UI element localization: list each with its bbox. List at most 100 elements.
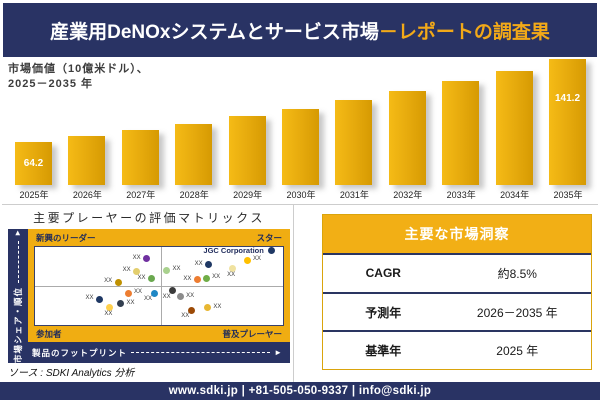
bar-2027年 [121, 130, 159, 185]
matrix-plot-area: XX XX XX XX XX XX XX XX JGC Corporation XX XX XX XX X… [34, 246, 284, 326]
page-title-accent: －レポートの調査果 [378, 21, 550, 43]
dot-marker [193, 276, 201, 284]
dot-label: XX [104, 311, 113, 318]
horizontal-divider [2, 204, 598, 205]
header-banner: 産業用DeNOxシステムとサービス市場 －レポートの調査果 [3, 3, 597, 57]
bar-chart-x-axis: 2025年 2026年 2027年 2028年 2029年 2030年 2031年 2032年… [0, 188, 600, 202]
insights-title: 主要な市場洞察 [323, 215, 591, 253]
matrix-x-axis: 製品のフットプリント ► [28, 342, 290, 363]
dot-label: XX [212, 274, 221, 281]
dot-marker [205, 261, 213, 269]
table-row: 基準年 2025 年 [323, 330, 591, 370]
matrix-body: 新興のリーダー スター XX XX XX XX XX XX XX XX JGC Corporat… [28, 229, 290, 363]
bar-2029年 [228, 116, 266, 185]
dot-label: XX [85, 295, 94, 302]
dot-label: XX [183, 275, 192, 282]
dot-marker [117, 300, 125, 308]
bar-2034年 [495, 71, 533, 185]
row-label-cagr: CAGR [365, 266, 401, 281]
dot-marker [228, 264, 236, 272]
x-tick-label: 2035年 [553, 190, 583, 200]
quadrant-vertical-line [161, 247, 163, 325]
row-label-forecast-years: 予測年 [365, 305, 402, 320]
chart-caption-line2: 2025－2035 年 [8, 78, 93, 90]
dot-marker [202, 274, 210, 282]
page-title: 産業用DeNOxシステムとサービス市場 [50, 21, 379, 43]
bar-2028年 [175, 124, 213, 185]
row-value-base-year: 2025 年 [496, 344, 539, 359]
dot-marker [169, 287, 177, 295]
row-value-forecast-years: 2026－2035 年 [476, 305, 558, 320]
bar-chart: 64.2 141.2 [0, 59, 600, 185]
matrix-top-band: 新興のリーダー スター [28, 229, 290, 246]
table-row: 予測年 2026－2035 年 [323, 291, 591, 331]
dot-marker [187, 306, 195, 314]
dot-label: XX [194, 260, 203, 267]
right-arrow-icon: ► [274, 347, 282, 357]
y-axis-dashed-line [17, 240, 19, 283]
quadrant-horizontal-line [35, 286, 283, 288]
quadrant-label-emerging-leaders: 新興のリーダー [36, 232, 96, 243]
dot-marker [105, 303, 113, 311]
dot-marker [176, 293, 184, 301]
dot-marker [148, 275, 156, 283]
matrix-title: 主要プレーヤーの評価マトリックス [33, 211, 265, 225]
insights-table: 主要な市場洞察 CAGR 約8.5% 予測年 2026－2035 年 基準年 2… [322, 214, 592, 370]
x-tick-label: 2030年 [286, 190, 316, 200]
dot-label: XX [144, 296, 153, 303]
dot-label: XX [213, 303, 222, 310]
x-axis-label: 製品のフットプリント [32, 347, 128, 358]
x-tick-label: 2027年 [126, 190, 156, 200]
x-axis-dashed-line [131, 352, 271, 353]
up-arrow-icon: ► [13, 229, 22, 237]
dot-label: XX [227, 272, 236, 279]
dot-marker [124, 289, 132, 297]
dot-label: XX [181, 313, 190, 320]
source-note: ソース : SDKI Analytics 分析 [8, 368, 135, 379]
x-tick-label: 2026年 [72, 190, 102, 200]
y-axis-label: 市場シェア・順位 [13, 286, 23, 363]
table-row: CAGR 約8.5% [323, 253, 591, 292]
dot-label: XX [162, 293, 171, 300]
dot-marker [143, 255, 151, 263]
dot-label: XX [126, 299, 135, 306]
dot-marker [95, 295, 103, 303]
dot-marker [133, 267, 141, 275]
bar-2035年: 141.2 [549, 59, 586, 185]
x-tick-label: 2032年 [393, 190, 423, 200]
quadrant-label-participants: 参加者 [36, 329, 62, 339]
dot-label: XX [132, 254, 141, 261]
dot-label: XX [253, 256, 262, 263]
row-label-base-year: 基準年 [365, 344, 402, 359]
bar-value-label: 64.2 [23, 158, 44, 169]
x-tick-label: 2031年 [339, 190, 369, 200]
x-tick-label: 2028年 [179, 190, 209, 200]
dot-marker [243, 256, 251, 264]
dot-label: XX [122, 267, 131, 274]
bar-2033年 [442, 81, 480, 185]
bar-2025年: 64.2 [15, 142, 52, 185]
bar-2030年 [282, 109, 319, 185]
dot-label: XX [186, 292, 195, 299]
bar-2026年 [68, 136, 106, 185]
dot-label: XX [134, 289, 143, 296]
dot-label: XX [172, 266, 181, 272]
footer-contact-bar: www.sdki.jp | +81-505-050-9337 | info@sd… [0, 382, 600, 400]
vertical-divider [293, 204, 294, 382]
bar-2032年 [388, 91, 426, 185]
matrix-y-axis: 市場シェア・順位 ► [8, 229, 28, 363]
quadrant-label-star: スター [256, 232, 282, 243]
dot-label: XX [137, 274, 146, 281]
bar-value-label: 141.2 [554, 93, 581, 104]
evaluation-matrix: 市場シェア・順位 ► 新興のリーダー スター XX XX XX XX XX XX XX XX J… [8, 229, 290, 363]
company-label: JGC Corporation [203, 245, 264, 255]
matrix-bottom-band: 参加者 普及プレーヤー [28, 326, 290, 342]
dot-marker [268, 247, 276, 255]
x-tick-label: 2029年 [233, 190, 263, 200]
x-tick-label: 2033年 [446, 190, 476, 200]
dot-marker [203, 304, 211, 312]
quadrant-label-pervasive-players: 普及プレーヤー [222, 329, 282, 339]
row-value-cagr: 約8.5% [497, 266, 537, 281]
dot-marker [162, 266, 170, 274]
x-tick-label: 2025年 [19, 190, 49, 200]
